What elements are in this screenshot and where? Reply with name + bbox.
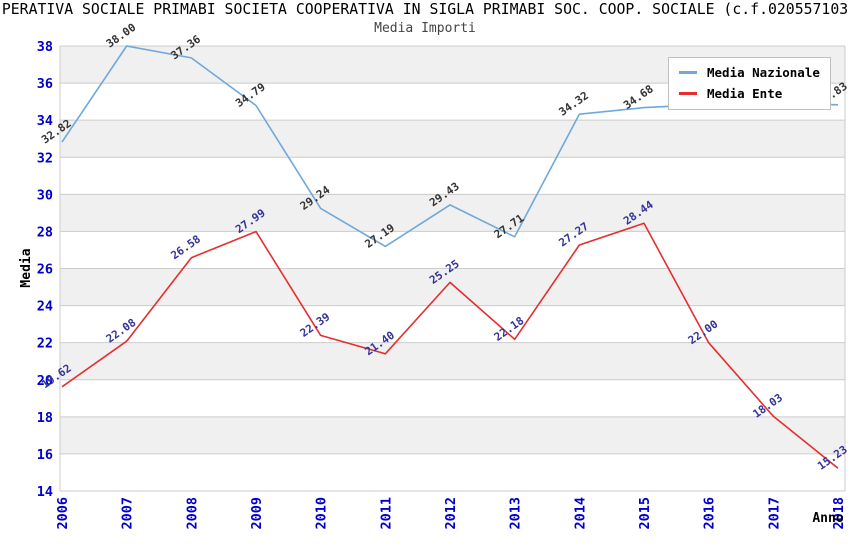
- plot-band: [60, 194, 845, 232]
- point-label: 34.79: [233, 80, 268, 110]
- legend-item-media-nazionale: Media Nazionale: [679, 65, 820, 80]
- x-tick-label: 2009: [249, 497, 265, 530]
- y-tick-label: 38: [37, 39, 53, 55]
- x-tick-label: 2016: [702, 497, 718, 530]
- series-line-media-ente: [61, 222, 839, 469]
- x-tick-label: 2010: [314, 497, 330, 530]
- x-tick-label: 2013: [508, 497, 524, 530]
- y-tick-label: 32: [37, 150, 53, 166]
- x-tick-label: 2006: [55, 497, 71, 530]
- y-tick-label: 24: [37, 299, 53, 315]
- x-tick-label: 2008: [184, 497, 200, 530]
- plot-band: [60, 120, 845, 158]
- legend-label-media-nazionale: Media Nazionale: [707, 65, 820, 80]
- x-tick-label: 2015: [637, 497, 653, 530]
- x-tick-label: 2012: [443, 497, 459, 530]
- x-tick-label: 2014: [572, 497, 588, 530]
- media-nazionale-line-swatch: [679, 71, 697, 74]
- y-tick-label: 20: [37, 373, 53, 389]
- x-tick-label: 2017: [766, 497, 782, 530]
- y-tick-label: 18: [37, 410, 53, 426]
- chart-title: PERATIVA SOCIALE PRIMABI SOCIETA COOPERA…: [1, 1, 849, 18]
- y-tick-label: 26: [37, 262, 53, 278]
- y-tick-label: 16: [37, 447, 53, 463]
- y-tick-label: 36: [37, 76, 53, 92]
- point-label: 22.39: [298, 310, 333, 340]
- y-tick-label: 14: [37, 484, 53, 500]
- y-tick-label: 22: [37, 336, 53, 352]
- y-tick-label: 28: [37, 224, 53, 240]
- legend-item-media-ente: Media Ente: [679, 86, 820, 101]
- point-label: 22.08: [104, 316, 139, 346]
- plot-band: [60, 416, 845, 454]
- y-tick-label: 30: [37, 187, 53, 203]
- x-axis-title: Anno: [812, 511, 843, 526]
- plot-band: [60, 342, 845, 380]
- legend: Media Nazionale Media Ente: [668, 57, 831, 110]
- y-tick-label: 34: [37, 113, 53, 129]
- x-tick-label: 2018: [831, 497, 847, 530]
- legend-label-media-ente: Media Ente: [707, 86, 783, 101]
- y-axis-title: Media: [19, 248, 34, 287]
- plot-band: [60, 268, 845, 306]
- x-tick-label: 2011: [378, 497, 394, 530]
- point-label: 26.58: [168, 233, 203, 263]
- media-ente-line-swatch: [679, 92, 697, 95]
- chart-subtitle: Media Importi: [374, 21, 476, 36]
- x-tick-label: 2007: [120, 497, 136, 530]
